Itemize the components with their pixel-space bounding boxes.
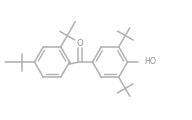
Text: O: O xyxy=(76,39,83,48)
Text: HO: HO xyxy=(145,57,157,66)
